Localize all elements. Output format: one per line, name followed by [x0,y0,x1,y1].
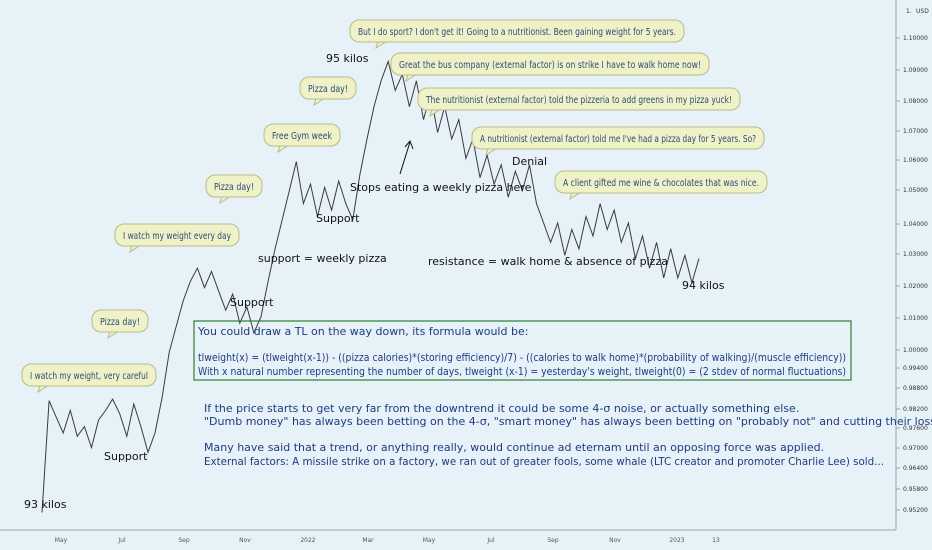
speech-bubble-box [263,123,341,147]
currency-label: USD [916,8,929,15]
label-denial: Denial [512,155,547,168]
label-support-weekly-pizza: support = weekly pizza [258,252,387,265]
y-tick-label: 0.96400 [903,465,928,472]
speech-bubble: Pizza day! [91,309,149,340]
speech-bubble-box [554,170,768,194]
speech-bubble: Pizza day! [205,174,263,205]
stops-pizza-arrow-head [404,140,414,150]
speech-bubble-text: Pizza day! [308,84,348,95]
x-tick-label: Jul [117,537,126,544]
speech-bubble-text: A client gifted me wine & chocolates tha… [563,178,759,189]
y-tick-label: 0.98800 [903,385,928,392]
x-tick-label: Sep [178,537,190,544]
y-tick-label: 1.02000 [903,283,928,290]
x-tick-label: Mar [362,537,374,544]
stops-pizza-arrow [399,141,411,175]
speech-bubble-text: Free Gym week [272,131,332,142]
y-tick-label: 1.04000 [903,221,928,228]
speech-bubble: A nutritionist (external factor) told me… [471,126,765,157]
speech-bubble-text: Pizza day! [100,317,140,328]
y-tick-label: 1.05000 [903,187,928,194]
note-line-2: "Dumb money" has always been betting on … [204,415,932,428]
speech-bubble: I watch my weight every day [114,223,240,254]
formula-intro: You could draw a TL on the way down, its… [197,325,528,338]
formula-definition: With x natural number representing the n… [198,365,846,378]
formula-equation: tlweight(x) = (tlweight(x-1)) - ((pizza … [198,351,846,364]
speech-bubble-box [390,52,710,76]
speech-bubble: I watch my weight, very careful [21,363,157,394]
weight-line [41,59,700,513]
speech-bubble-text: Great the bus company (external factor) … [399,60,701,71]
x-tick-label: Jul [486,537,495,544]
x-tick-label: Nov [239,537,251,544]
y-tick-label: 0.97000 [903,445,928,452]
y-tick-label: 0.98200 [903,406,928,413]
x-tick-label: 2022 [300,537,315,544]
y-tick-label: 0.95800 [903,486,928,493]
label-95-kilos: 95 kilos [326,52,369,65]
formula-box: You could draw a TL on the way down, its… [193,320,852,381]
speech-bubble-text: I watch my weight every day [123,231,231,242]
x-tick-label: May [55,537,68,544]
x-tick-label: Nov [609,537,621,544]
label-94-kilos: 94 kilos [682,279,725,292]
x-tick-label: Sep [547,537,559,544]
y-tick-label: 1.10000 [903,35,928,42]
speech-bubble-box [349,19,685,43]
y-tick-label: 0.99400 [903,365,928,372]
speech-bubble-box [205,174,263,198]
speech-bubble-box [114,223,240,247]
label-support-3: Support [316,212,360,225]
y-tick-label: 0.95200 [903,507,928,514]
speech-bubble: Pizza day! [299,76,357,107]
y-tick-label: 0.97600 [903,425,928,432]
y-tick-label: 1.01000 [903,315,928,322]
label-support-1: Support [104,450,148,463]
price-axis[interactable]: 1. USD [895,0,929,530]
speech-bubble-text: I watch my weight, very careful [30,371,148,382]
speech-bubble: Free Gym week [263,123,341,154]
speech-bubble-box [299,76,357,100]
speech-bubble-box [417,87,741,111]
y-tick-label: 1.08000 [903,98,928,105]
label-stops-pizza: Stops eating a weekly pizza here [350,181,532,194]
y-tick-label: 1.03000 [903,251,928,258]
note-line-1: If the price starts to get very far from… [204,402,799,415]
y-tick-label: 1.00000 [903,347,928,354]
speech-bubble-box [91,309,149,333]
top-tick: 1. [906,8,912,15]
label-support-2: Support [230,296,274,309]
speech-bubble-text: A nutritionist (external factor) told me… [480,134,756,145]
speech-bubble-text: The nutritionist (external factor) told … [425,95,732,106]
y-tick-label: 1.07000 [903,128,928,135]
label-93-kilos: 93 kilos [24,498,67,511]
note-line-4: External factors: A missile strike on a … [204,455,884,468]
label-resistance: resistance = walk home & absence of pizz… [428,255,668,268]
speech-bubble-text: But I do sport? I don't get it! Going to… [358,27,676,38]
x-tick-label: 13 [712,537,720,544]
speech-bubble-box [471,126,765,150]
speech-bubble: The nutritionist (external factor) told … [417,87,741,118]
speech-bubble: Great the bus company (external factor) … [390,52,710,83]
speech-bubble-box [21,363,157,387]
speech-bubble-text: Pizza day! [214,182,254,193]
note-line-3: Many have said that a trend, or anything… [204,441,824,454]
speech-bubble: A client gifted me wine & chocolates tha… [554,170,768,201]
y-tick-label: 1.06000 [903,157,928,164]
x-tick-label: 2023 [669,537,684,544]
speech-bubble: But I do sport? I don't get it! Going to… [349,19,685,50]
y-tick-label: 1.09000 [903,67,928,74]
x-tick-label: May [423,537,436,544]
